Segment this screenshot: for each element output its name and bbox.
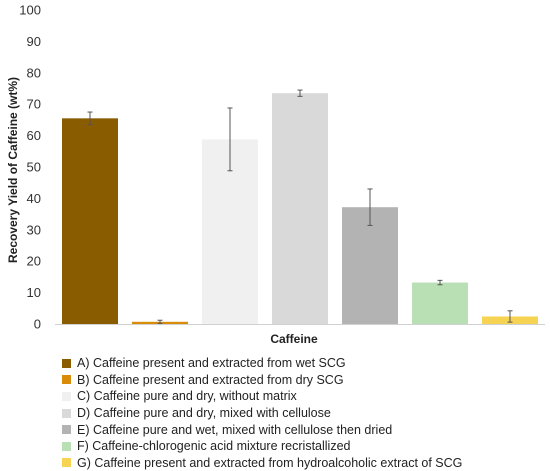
error-bar [367,188,373,226]
y-tick-label: 80 [27,65,41,80]
legend-swatch [62,458,71,468]
y-tick-label: 50 [27,160,41,175]
y-tick-label: 90 [27,34,41,49]
legend-item: G) Caffeine present and extracted from h… [62,455,462,471]
y-axis-ticks: 0 10 20 30 40 50 60 70 80 90 100 [19,3,41,332]
y-tick-label: 0 [34,317,41,332]
legend-item: C) Caffeine pure and dry, without matrix [62,388,462,405]
legend-label: D) Caffeine pure and dry, mixed with cel… [77,406,331,421]
y-tick-label: 40 [27,191,41,206]
error-bar [227,107,233,172]
error-bar [157,319,163,324]
legend-item: A) Caffeine present and extracted from w… [62,355,462,372]
legend-swatch [62,391,71,401]
error-bar [437,279,443,286]
legend-item: E) Caffeine pure and wet, mixed with cel… [62,421,462,438]
y-tick-label: 100 [19,3,41,18]
bar-chart: 0 10 20 30 40 50 60 70 80 90 100 Recovery Yield of… [6,3,545,346]
bar [412,282,468,324]
legend-label: E) Caffeine pure and wet, mixed with cel… [77,422,393,437]
y-tick-label: 20 [27,254,41,269]
error-bar [297,89,303,97]
legend-swatch [62,375,71,385]
legend-swatch [62,425,71,435]
bar [272,93,328,325]
legend-label: B) Caffeine present and extracted from d… [77,372,344,387]
y-tick-label: 70 [27,97,41,112]
error-bars [87,89,513,324]
legend-item: F) Caffeine-chlorogenic acid mixture rec… [62,438,462,455]
y-axis-title: Recovery Yield of Caffeine (wt%) [6,77,20,263]
legend-swatch [62,358,71,368]
error-bar [87,111,93,126]
bar [342,207,398,324]
x-axis-title: Caffeine [270,332,318,346]
legend-label: C) Caffeine pure and dry, without matrix [77,389,297,404]
legend-item: B) Caffeine present and extracted from d… [62,372,462,389]
y-tick-label: 30 [27,222,41,237]
legend-item: D) Caffeine pure and dry, mixed with cel… [62,405,462,422]
bars [62,93,538,325]
bar [62,118,118,324]
legend: A) Caffeine present and extracted from w… [62,355,462,471]
legend-label: G) Caffeine present and extracted from h… [77,455,463,470]
error-bar [507,310,513,323]
legend-label: A) Caffeine present and extracted from w… [77,356,346,371]
y-tick-label: 10 [27,285,41,300]
legend-swatch [62,441,71,451]
legend-label: F) Caffeine-chlorogenic acid mixture rec… [77,439,351,454]
legend-swatch [62,408,71,418]
y-tick-label: 60 [27,128,41,143]
